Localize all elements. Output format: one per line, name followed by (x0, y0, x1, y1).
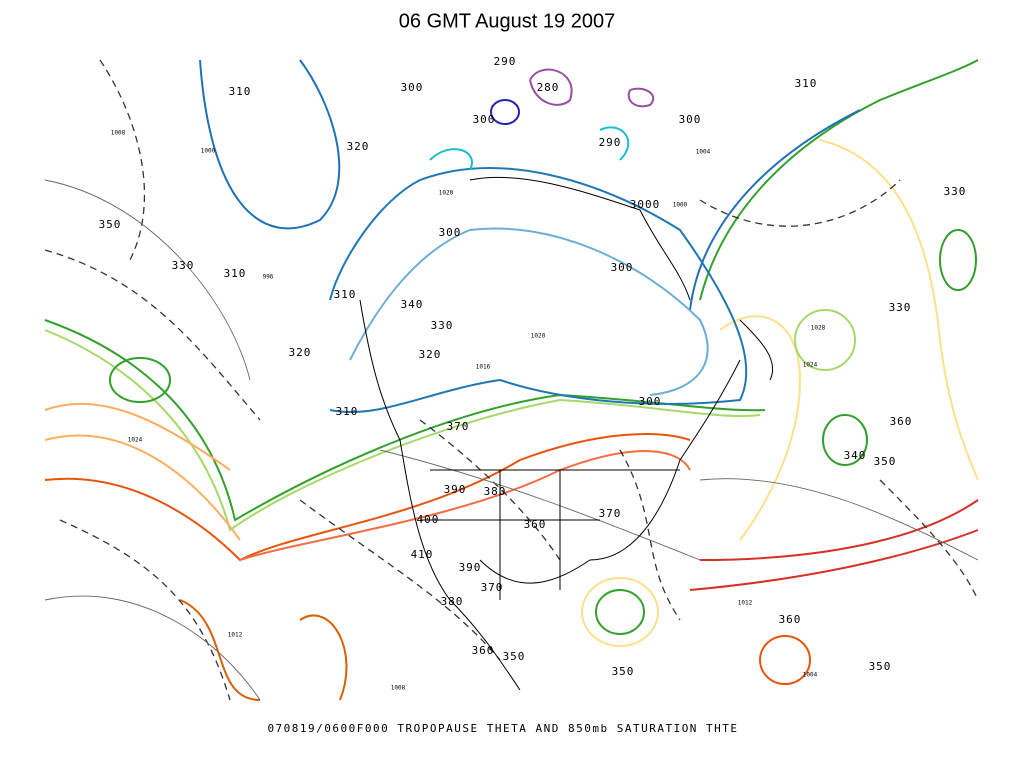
contour (44, 433, 691, 562)
contour-label: 340 (844, 449, 867, 462)
contour (595, 589, 645, 635)
contour-label: 320 (347, 140, 370, 153)
contour (179, 599, 348, 701)
isobars (44, 59, 979, 701)
contour-label: 310 (334, 288, 357, 301)
pressure-label: 1000 (201, 148, 216, 155)
contour-label: 330 (431, 319, 454, 332)
contour (429, 126, 630, 171)
isentropes (44, 179, 979, 701)
contour-label: 300 (439, 226, 462, 239)
pressure-label: 1008 (111, 130, 126, 137)
pressure-label: 1016 (476, 364, 491, 371)
pressure-label: 1008 (391, 685, 406, 692)
contour-label: 390 (459, 561, 482, 574)
contour-label: 290 (494, 55, 517, 68)
contour (699, 59, 979, 301)
labels: 290 280 310 300 300 300 310 320 290 350 3000 330 300… (99, 55, 967, 692)
contour (794, 309, 856, 371)
contours (44, 59, 979, 701)
contour-label: 320 (419, 348, 442, 361)
contour (689, 109, 861, 311)
pressure-label: 1004 (696, 149, 711, 156)
pressure-label: 1012 (738, 600, 753, 607)
contour (329, 167, 748, 414)
contour-label: 410 (411, 548, 434, 561)
coastline (359, 176, 774, 691)
contour (939, 229, 977, 291)
contour-label: 300 (473, 113, 496, 126)
contour-label: 330 (889, 301, 912, 314)
caption: 070819/0600F000 TROPOPAUSE THETA AND 850… (267, 722, 738, 735)
contour-label: 290 (599, 136, 622, 149)
contour-label: 370 (481, 581, 504, 594)
contour-label: 350 (869, 660, 892, 673)
contour-label: 330 (944, 185, 967, 198)
pressure-label: 1024 (803, 362, 818, 369)
contour (689, 499, 979, 591)
contour-label: 310 (336, 405, 359, 418)
pressure-label: 1020 (439, 190, 454, 197)
contour (349, 227, 709, 396)
contour (581, 577, 659, 647)
contour-label: 310 (795, 77, 818, 90)
contour-label: 400 (417, 513, 440, 526)
contour-label: 350 (503, 650, 526, 663)
pressure-label: 1004 (803, 672, 818, 679)
contour-label: 280 (537, 81, 560, 94)
pressure-label: 1020 (531, 333, 546, 340)
contour-label: 350 (99, 218, 122, 231)
contour-label: 370 (447, 420, 470, 433)
contour-label: 340 (401, 298, 424, 311)
contour-label: 320 (289, 346, 312, 359)
contour (529, 68, 655, 108)
contour (719, 139, 979, 541)
pressure-label: 996 (263, 274, 274, 281)
contour (239, 450, 691, 561)
contour-label: 360 (779, 613, 802, 626)
contour (759, 635, 811, 685)
contour (44, 402, 241, 541)
contour-label: 350 (874, 455, 897, 468)
contour-label: 3000 (630, 198, 661, 211)
pressure-label: 1028 (811, 325, 826, 332)
title: 06 GMT August 19 2007 (399, 10, 615, 32)
pressure-label: 1024 (128, 437, 143, 444)
contour (822, 414, 868, 466)
contour (109, 357, 171, 403)
contour (199, 59, 341, 230)
contour-label: 360 (472, 644, 495, 657)
pressure-label: 1012 (228, 632, 243, 639)
contour (490, 99, 520, 125)
contour-label: 310 (224, 267, 247, 280)
contour-label: 310 (229, 85, 252, 98)
pressure-label: 1000 (673, 202, 688, 209)
contour-label: 300 (639, 395, 662, 408)
contour-label: 360 (524, 518, 547, 531)
contour-label: 300 (401, 81, 424, 94)
contour-label: 370 (599, 507, 622, 520)
contour-label: 380 (484, 485, 507, 498)
contour (44, 329, 761, 532)
contour-label: 330 (172, 259, 195, 272)
contour-label: 300 (611, 261, 634, 274)
contour-label: 350 (612, 665, 635, 678)
contour-label: 360 (890, 415, 913, 428)
contour-label: 390 (444, 483, 467, 496)
contour-label: 380 (441, 595, 464, 608)
contour-label: 300 (679, 113, 702, 126)
